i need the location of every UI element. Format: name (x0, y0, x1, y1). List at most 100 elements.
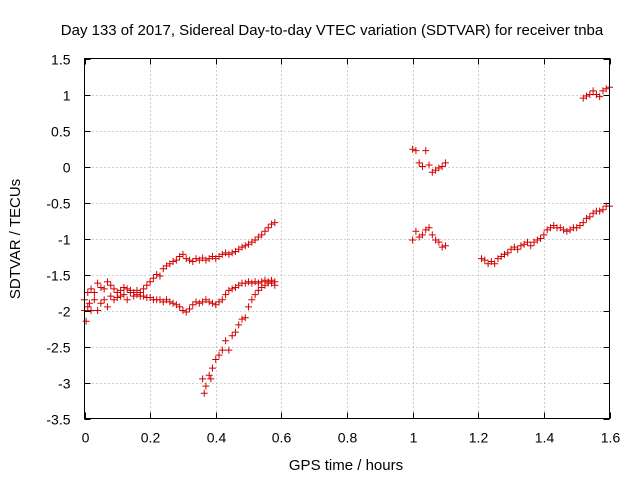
data-point (100, 285, 108, 293)
x-tick-label: 1.4 (535, 430, 555, 446)
data-point (409, 145, 417, 153)
data-point (264, 279, 272, 287)
data-point (107, 281, 115, 289)
x-tick-label: 0.2 (141, 430, 161, 446)
data-point (491, 260, 499, 268)
data-point (235, 321, 243, 329)
chart-title: Day 133 of 2017, Sidereal Day-to-day VTE… (61, 22, 604, 39)
data-point (202, 382, 210, 390)
data-point (90, 296, 98, 304)
data-point (228, 249, 236, 257)
data-point (120, 283, 128, 291)
data-point (583, 92, 591, 100)
data-point (241, 242, 249, 250)
grid-lines (84, 58, 610, 419)
data-point (245, 303, 253, 311)
data-point (222, 291, 230, 299)
data-point (409, 236, 417, 244)
data-point (523, 238, 531, 246)
data-point (202, 256, 210, 264)
data-point (583, 214, 591, 222)
data-point (87, 285, 95, 293)
data-point (146, 278, 154, 286)
data-point (441, 159, 449, 167)
data-point (218, 250, 226, 258)
data-point (222, 337, 230, 345)
data-point (271, 281, 279, 289)
data-point (123, 296, 131, 304)
data-point (100, 296, 108, 304)
data-point (228, 332, 236, 340)
series-group (199, 276, 279, 397)
data-point (103, 303, 111, 311)
data-point (517, 242, 525, 250)
data-points (81, 83, 613, 397)
data-point (207, 375, 215, 383)
data-point (261, 227, 269, 235)
series-group (409, 145, 449, 176)
data-point (428, 231, 436, 239)
data-point (228, 285, 236, 293)
data-point (84, 303, 92, 311)
series-group (409, 224, 449, 251)
data-point (218, 296, 226, 304)
data-point (222, 249, 230, 257)
data-point (123, 285, 131, 293)
data-point (169, 299, 177, 307)
data-point (248, 296, 256, 304)
data-point (205, 298, 213, 306)
data-point (225, 346, 233, 354)
data-point (412, 227, 420, 235)
data-point (143, 281, 151, 289)
y-tick-label: -1.5 (46, 268, 70, 284)
data-point (172, 256, 180, 264)
data-point (179, 250, 187, 258)
series-group (478, 202, 613, 268)
data-point (425, 161, 433, 169)
data-point (258, 231, 266, 239)
y-tick-label: 1.5 (51, 52, 71, 68)
data-point (186, 256, 193, 264)
data-point (264, 224, 272, 232)
data-point (200, 389, 208, 397)
y-tick-label: -1 (58, 232, 71, 248)
data-point (271, 219, 279, 227)
y-tick-label: -2.5 (46, 340, 70, 356)
x-tick-labels: 0 0.2 0.4 0.6 0.8 1 1.2 1.4 1.6 (82, 430, 621, 446)
data-point (218, 346, 226, 354)
data-point (415, 159, 423, 167)
data-point (186, 305, 193, 313)
data-point (238, 243, 246, 251)
data-point (156, 272, 164, 280)
data-point (103, 278, 111, 286)
data-point (412, 147, 420, 155)
data-point (166, 298, 174, 306)
data-point (225, 250, 233, 258)
data-point (182, 255, 190, 263)
data-point (215, 351, 223, 359)
data-point (94, 279, 102, 287)
data-point (418, 231, 426, 239)
data-point (192, 298, 200, 306)
data-point (251, 291, 259, 299)
data-point (140, 285, 148, 293)
data-point (97, 283, 105, 291)
data-point (208, 299, 216, 307)
x-tick-label: 1 (410, 430, 418, 446)
y-tick-label: -0.5 (46, 196, 70, 212)
series-group (81, 219, 279, 325)
data-point (527, 242, 535, 250)
data-point (576, 222, 584, 230)
data-point (596, 207, 604, 215)
data-point (85, 299, 93, 307)
data-point (159, 265, 167, 273)
data-point (241, 279, 249, 287)
data-point (268, 276, 276, 284)
data-point (149, 274, 157, 282)
x-tick-label: 1.2 (469, 430, 489, 446)
data-point (254, 279, 262, 287)
data-point (182, 308, 190, 316)
data-point (87, 307, 95, 314)
data-point (199, 375, 207, 383)
data-point (84, 289, 92, 296)
